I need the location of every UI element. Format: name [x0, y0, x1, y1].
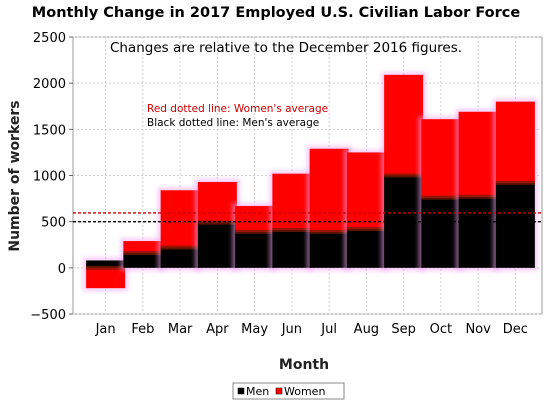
bar-group	[418, 116, 464, 271]
chart-annotation: Changes are relative to the December 201…	[110, 40, 462, 56]
x-tick-label: Jan	[95, 322, 116, 337]
bar-men	[458, 196, 498, 268]
bar-women	[421, 119, 461, 198]
legend-label: Men	[246, 385, 269, 398]
reference-lines	[73, 212, 542, 223]
bar-seam	[346, 227, 386, 232]
bar-men	[495, 182, 535, 268]
bar-women	[346, 152, 386, 230]
bar-women	[197, 181, 237, 223]
chart-title: Monthly Change in 2017 Employed U.S. Civ…	[32, 5, 521, 21]
bar-seam	[123, 251, 163, 256]
bar-seam	[384, 173, 424, 178]
bar-women	[384, 74, 424, 176]
x-tick-label: Aug	[354, 322, 379, 337]
x-tick-label: Oct	[430, 322, 452, 337]
x-tick-label: Apr	[206, 322, 229, 337]
x-tick-label: Feb	[131, 322, 154, 337]
bar-women	[458, 111, 498, 197]
legend-label: Women	[284, 385, 325, 398]
x-tick-label: Sep	[391, 322, 416, 337]
bar-seam	[421, 195, 461, 200]
x-axis: Jan Feb Mar Apr May Jun Jul Aug Sep Oct Nov Dec	[95, 322, 528, 337]
bar-women	[123, 241, 163, 254]
x-tick-label: May	[241, 322, 268, 337]
bar-women	[235, 205, 275, 232]
bar-men	[123, 253, 163, 268]
bar-women	[309, 148, 349, 232]
bar-group	[343, 149, 389, 271]
y-tick-label: −500	[30, 308, 66, 323]
bar-seam	[235, 229, 275, 234]
x-tick-label: Nov	[465, 322, 491, 337]
y-tick-label: 1000	[33, 170, 66, 185]
bar-men	[235, 231, 275, 268]
bar-men	[421, 197, 461, 268]
y-tick-label: 2500	[33, 31, 66, 46]
x-axis-label: Month	[279, 357, 329, 373]
bar-seam	[86, 265, 126, 270]
bar-women	[86, 267, 126, 289]
bar-men	[197, 222, 237, 268]
bar-group	[83, 257, 129, 292]
y-tick-label: 1500	[33, 123, 66, 138]
bar-seam	[458, 194, 498, 199]
bar-seam	[495, 180, 535, 185]
y-tick-label: 0	[58, 262, 66, 277]
legend-swatch	[275, 387, 283, 395]
bar-women	[160, 190, 200, 248]
bar-men	[160, 247, 200, 268]
x-tick-label: Jun	[281, 322, 302, 337]
y-tick-label: 500	[41, 216, 66, 231]
legend-swatch	[237, 387, 245, 395]
bar-men	[86, 260, 126, 268]
women-average-note: Red dotted line: Women's average	[147, 103, 328, 115]
bar-group	[492, 98, 538, 271]
bar-men	[346, 229, 386, 268]
bar-women	[272, 173, 312, 230]
bars	[83, 71, 538, 292]
men-average-note: Black dotted line: Men's average	[147, 117, 319, 129]
bar-men	[272, 229, 312, 268]
y-axis-label: Number of workers	[7, 100, 23, 251]
bar-men	[309, 231, 349, 268]
bar-seam	[160, 245, 200, 250]
y-tick-label: 2000	[33, 77, 66, 92]
bar-seam	[197, 220, 237, 225]
x-tick-label: Dec	[503, 322, 528, 337]
bar-seam	[272, 227, 312, 232]
bar-seam	[309, 229, 349, 234]
legend: Men Women	[232, 382, 345, 400]
x-tick-label: Jul	[320, 322, 337, 337]
bar-women	[495, 101, 535, 183]
x-tick-label: Mar	[168, 322, 193, 337]
y-axis: −500 0 500 1000 1500 2000 2500	[30, 31, 73, 323]
legend-box	[232, 382, 345, 400]
